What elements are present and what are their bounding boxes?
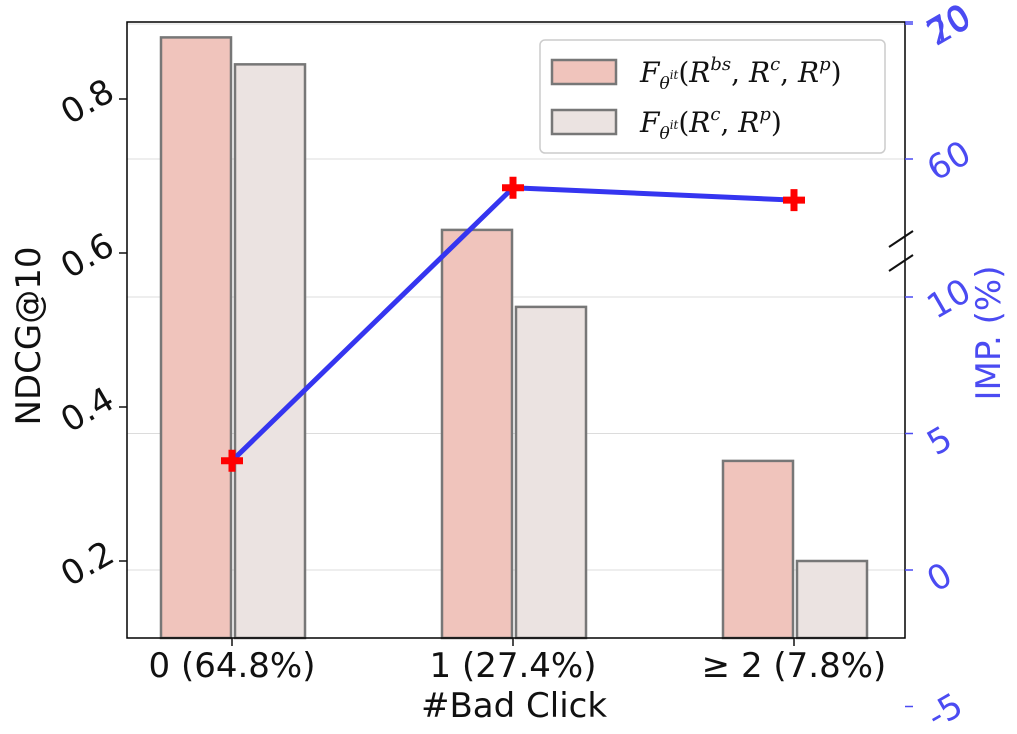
left-tick-label: 0.8 <box>54 71 121 133</box>
legend: Fθit(Rbs, Rc, Rp) Fθit(Rc, Rp) <box>539 39 886 154</box>
x-tick-label: 1 (27.4%) <box>430 646 597 686</box>
improvement-marker-3 <box>783 189 805 212</box>
bar-series2-cat3 <box>795 559 869 640</box>
bar-series2-cat1 <box>233 63 307 640</box>
bar-series1-cat1 <box>159 36 233 640</box>
left-y-axis: 0.2 0.4 0.6 0.8 <box>54 71 127 595</box>
improvement-line <box>221 176 805 472</box>
right-tick-label: 70 <box>920 0 977 52</box>
improvement-marker-1 <box>221 449 243 472</box>
right-tick-label: 60 <box>920 133 977 189</box>
right-tick-label: 0 <box>920 555 959 600</box>
axis-break-mark <box>888 230 914 248</box>
improvement-marker-2 <box>502 176 524 199</box>
x-axis: 0 (64.8%) 1 (27.4%) ≥ 2 (7.8%) <box>149 638 887 686</box>
bar-series1-cat2 <box>440 228 514 640</box>
x-tick-label: 0 (64.8%) <box>149 646 316 686</box>
legend-label-2: Fθit(Rc, Rp) <box>639 104 782 144</box>
left-tick-label: 0.2 <box>54 533 121 595</box>
legend-swatch-1 <box>550 58 618 86</box>
legend-box <box>539 39 886 154</box>
y-axis-label: NDCG@10 <box>9 247 49 426</box>
axis-break-mark <box>888 254 914 272</box>
plot-frame <box>126 21 906 639</box>
right-tick-label: 5 <box>920 418 959 463</box>
right-tick-label: -5 <box>920 685 969 734</box>
legend-swatch-2 <box>550 108 618 136</box>
x-tick-label: ≥ 2 (7.8%) <box>702 646 887 686</box>
legend-label-1: Fθit(Rbs, Rc, Rp) <box>639 54 842 94</box>
bar-series2-cat2 <box>514 305 588 640</box>
x-axis-label: #Bad Click <box>421 686 607 726</box>
left-tick-label: 0.4 <box>54 379 121 441</box>
bars <box>159 36 869 640</box>
y2-axis-label: IMP. (%) <box>969 265 1009 400</box>
left-tick-label: 0.6 <box>54 225 121 287</box>
bar-series1-cat3 <box>721 459 795 640</box>
